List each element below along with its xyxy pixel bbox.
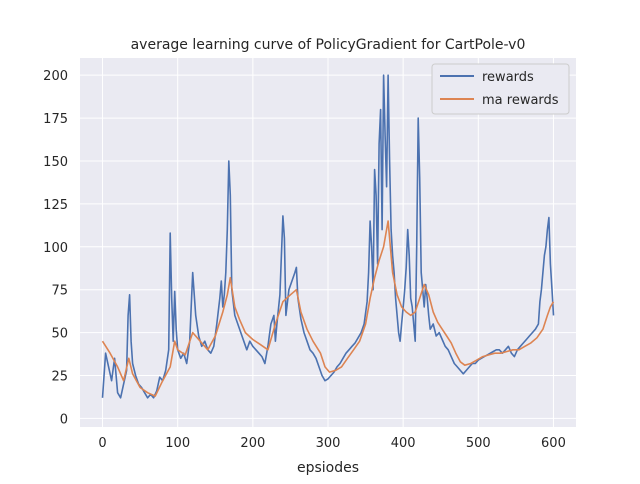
x-tick-label: 600: [541, 436, 566, 451]
series-layer: [101, 74, 555, 399]
y-tick-label: 75: [51, 284, 68, 299]
y-tick-label: 125: [43, 198, 68, 213]
x-tick-label: 0: [98, 436, 106, 451]
x-tick-label: 200: [240, 436, 265, 451]
x-tick-label: 300: [316, 436, 341, 451]
x-tick-label: 100: [165, 436, 190, 451]
y-tick-label: 150: [43, 155, 68, 170]
x-tick-label: 500: [466, 436, 491, 451]
grid: [80, 58, 576, 427]
series-line-ma-rewards: [101, 220, 555, 397]
legend: rewards ma rewards: [431, 63, 570, 115]
y-tick-label: 175: [43, 112, 68, 127]
x-tick-label: 400: [391, 436, 416, 451]
y-tick-label: 25: [51, 370, 68, 385]
y-tick-label: 50: [51, 327, 68, 342]
chart-title: average learning curve of PolicyGradient…: [131, 37, 526, 53]
y-tick-label: 200: [43, 69, 68, 84]
legend-label-ma-rewards: ma rewards: [482, 93, 559, 108]
y-tick-label: 0: [60, 412, 68, 427]
y-tick-label: 100: [43, 241, 68, 256]
legend-label-rewards: rewards: [482, 70, 534, 85]
x-tick-labels: 0 100 200 300 400 500 600: [98, 436, 565, 451]
y-tick-labels: 0 25 50 75 100 125 150 175 200: [43, 69, 68, 427]
x-axis-label: epsiodes: [297, 460, 359, 476]
series-line-rewards: [101, 74, 555, 399]
